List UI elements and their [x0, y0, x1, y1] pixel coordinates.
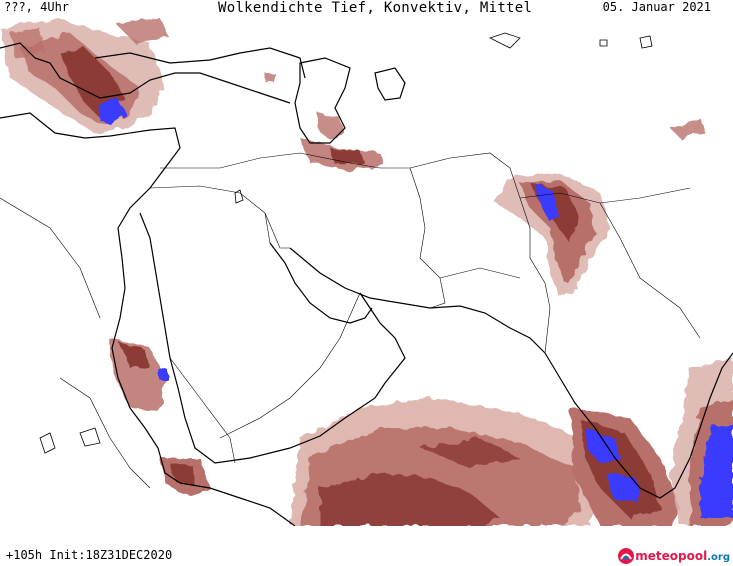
forecast-date: 05. Januar 2021 [602, 0, 711, 14]
logo-tld-text: .org [707, 552, 730, 563]
map-details [39, 32, 653, 454]
forecast-time-label: ???, 4Uhr [4, 0, 70, 14]
cloud-density-map [0, 18, 733, 526]
logo-brand-text: meteopool [635, 549, 708, 563]
meteopool-logo-icon [618, 548, 635, 564]
map-title: Wolkendichte Tief, Konvektiv, Mittel [218, 0, 533, 16]
cloud-field-caspian [300, 113, 385, 170]
cloud-field-south-india [570, 358, 733, 526]
header-bar: ???, 4Uhr Wolkendichte Tief, Konvektiv, … [0, 0, 733, 16]
country-borders [0, 152, 701, 489]
coastlines [0, 42, 733, 526]
model-run-info: +105h Init:18Z31DEC2020 [6, 548, 173, 562]
footer-bar: +105h Init:18Z31DEC2020 meteopool.org [0, 544, 733, 566]
meteopool-logo[interactable]: meteopool.org [617, 546, 730, 566]
cloud-field-north-india [495, 173, 610, 298]
cloud-field-red-sea [108, 338, 168, 413]
cloud-field-arabian-sea [160, 398, 600, 526]
cloud-fields [0, 18, 733, 526]
cloud-field-east [265, 73, 705, 468]
cloud-field-anatolia [0, 18, 170, 133]
